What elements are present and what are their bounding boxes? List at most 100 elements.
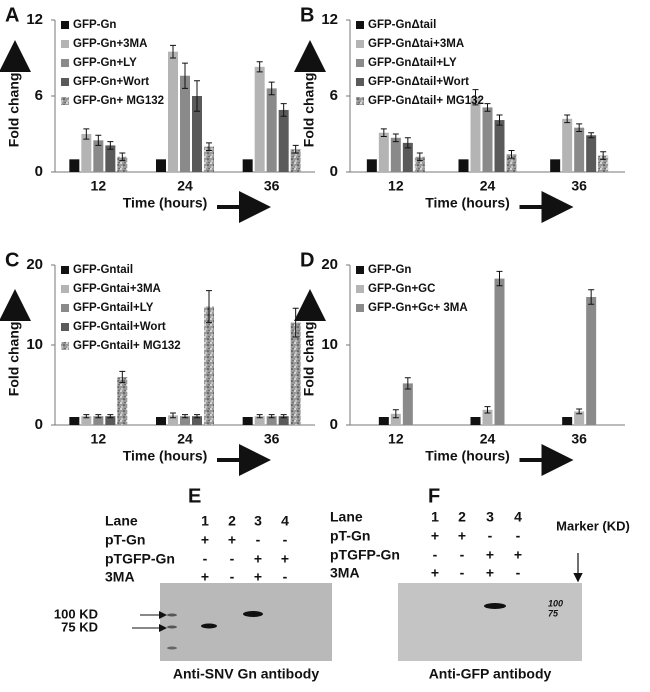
- x-tick-label: 24: [177, 431, 193, 447]
- y-axis-label: Fold change: [301, 314, 317, 397]
- error-bar: [83, 414, 90, 419]
- legend-swatch: [61, 21, 69, 29]
- lane-header: Lane: [105, 513, 138, 529]
- bar: [81, 134, 92, 172]
- bar: [180, 75, 190, 172]
- bar: [266, 88, 277, 172]
- legend-swatch: [61, 78, 69, 86]
- error-bar: [194, 80, 200, 112]
- sign: -: [488, 528, 493, 544]
- legend-label: GFP-Gn: [368, 264, 411, 276]
- bar: [105, 145, 116, 172]
- error-bar: [600, 151, 607, 160]
- bar: [586, 297, 597, 425]
- y-tick-label: 12: [26, 11, 43, 28]
- bar: [574, 411, 585, 425]
- x-tick-label: 36: [264, 178, 280, 194]
- error-bar: [508, 149, 515, 159]
- bar: [156, 159, 166, 172]
- error-bar: [206, 142, 212, 151]
- lane-number: 3: [486, 509, 494, 525]
- error-bar: [576, 408, 583, 415]
- legend-swatch: [61, 285, 69, 293]
- error-bar: [484, 103, 491, 112]
- legend-label: GFP-Gn+GC: [368, 283, 435, 295]
- marker-header: Marker (KD): [556, 518, 630, 533]
- legend-label: GFP-Gntai+3MA: [73, 283, 161, 295]
- legend-label: GFP-Gn+3MA: [73, 38, 147, 50]
- y-tick-label: 12: [321, 11, 338, 28]
- x-tick-label: 12: [388, 178, 404, 194]
- error-bar: [194, 414, 200, 419]
- lane-number: 3: [254, 513, 262, 529]
- y-tick-label: 0: [330, 416, 338, 433]
- sign: +: [201, 569, 209, 585]
- sign: +: [514, 547, 522, 563]
- legend-label: GFP-Gn: [73, 19, 116, 31]
- x-tick-label: 12: [388, 431, 404, 447]
- blot-f-image: [398, 583, 582, 661]
- error-bar: [496, 114, 503, 126]
- error-bar: [280, 103, 287, 117]
- row-label: 3MA: [105, 569, 135, 585]
- legend-swatch: [356, 304, 364, 312]
- error-bar: [380, 128, 387, 138]
- y-tick-label: 0: [35, 416, 43, 433]
- x-axis-label: Time (hours): [425, 448, 510, 464]
- sign: -: [460, 547, 465, 563]
- bar: [494, 278, 505, 425]
- row-label: 3MA: [330, 565, 360, 581]
- bar: [278, 109, 289, 172]
- error-bar: [588, 289, 595, 305]
- legend-label: GFP-GnΔtail+Wort: [368, 76, 469, 88]
- bar: [290, 322, 301, 425]
- legend-label: GFP-Gntail+Wort: [73, 321, 166, 333]
- legend-swatch: [356, 266, 364, 274]
- sign: -: [460, 565, 465, 581]
- legend-label: GFP-GnΔtai+3MA: [368, 38, 464, 50]
- legend-swatch: [61, 323, 69, 331]
- bar: [470, 97, 481, 172]
- bar: [192, 416, 202, 425]
- sign: -: [283, 569, 288, 585]
- error-bar: [404, 137, 411, 149]
- error-bar: [496, 270, 503, 287]
- y-tick-label: 6: [330, 87, 338, 104]
- marker-label: 100 KD: [54, 606, 98, 621]
- handwritten-label: 75: [548, 608, 559, 618]
- legend-swatch: [356, 21, 364, 29]
- bar: [156, 417, 166, 425]
- caption: Anti-SNV Gn antibody: [173, 666, 319, 682]
- bar: [402, 142, 413, 172]
- row-label: pT-Gn: [330, 528, 370, 544]
- bar: [586, 135, 597, 172]
- legend-swatch: [61, 342, 69, 350]
- bar: [366, 159, 377, 172]
- error-bar: [484, 406, 491, 414]
- error-bar: [392, 133, 399, 143]
- bar: [117, 156, 128, 172]
- error-bar: [256, 61, 263, 73]
- sign: +: [281, 551, 289, 567]
- bar: [93, 416, 104, 425]
- y-axis-label: Fold change: [6, 65, 22, 148]
- error-bar: [268, 414, 275, 419]
- bar: [278, 416, 289, 425]
- y-tick-label: 10: [321, 336, 338, 353]
- sign: -: [516, 528, 521, 544]
- sign: -: [230, 569, 235, 585]
- sign: +: [254, 569, 262, 585]
- error-bar: [280, 414, 287, 419]
- bar: [192, 96, 202, 172]
- lane-number: 2: [228, 513, 236, 529]
- error-bar: [292, 144, 299, 154]
- error-bar: [119, 370, 126, 384]
- panel-label: A: [5, 4, 19, 26]
- legend-label: GFP-Gn+Wort: [73, 76, 149, 88]
- bar: [254, 66, 265, 172]
- bar: [204, 146, 214, 172]
- y-tick-label: 6: [35, 87, 43, 104]
- error-bar: [170, 412, 176, 419]
- bar: [574, 127, 585, 172]
- x-axis-label: Time (hours): [123, 448, 208, 464]
